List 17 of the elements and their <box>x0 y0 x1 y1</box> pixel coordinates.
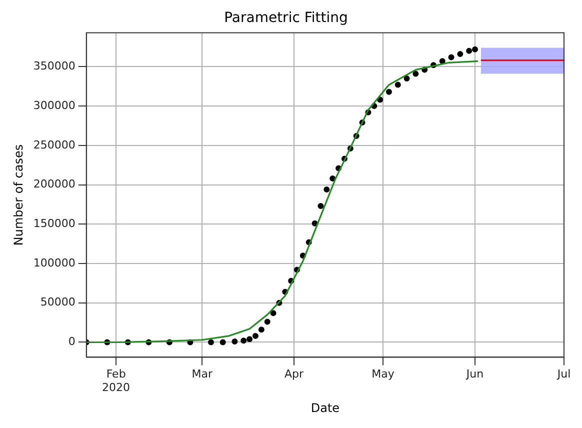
x-tick-label: Mar <box>192 368 213 381</box>
x-tick-label: Apr <box>284 368 304 381</box>
y-tick-label: 300000 <box>33 98 76 112</box>
x-axis-title: Date <box>310 400 340 415</box>
x-tick-label: Feb 2020 <box>102 368 130 394</box>
y-tick-label: 100000 <box>33 256 76 270</box>
y-axis-title: Number of cases <box>11 144 26 246</box>
y-tick-label: 150000 <box>33 216 76 230</box>
y-tick-label: 350000 <box>33 60 76 73</box>
x-tick-label: Jun <box>465 368 484 381</box>
chart-title: Parametric Fitting <box>224 10 348 26</box>
x-tick-label: May <box>372 368 395 381</box>
x-tick-label: Jul <box>556 368 571 381</box>
y-tick-label: 50000 <box>40 296 76 309</box>
y-tick-label: 200000 <box>33 178 76 191</box>
y-tick-label: 250000 <box>33 138 76 152</box>
y-tick-label: 0 <box>68 335 76 348</box>
